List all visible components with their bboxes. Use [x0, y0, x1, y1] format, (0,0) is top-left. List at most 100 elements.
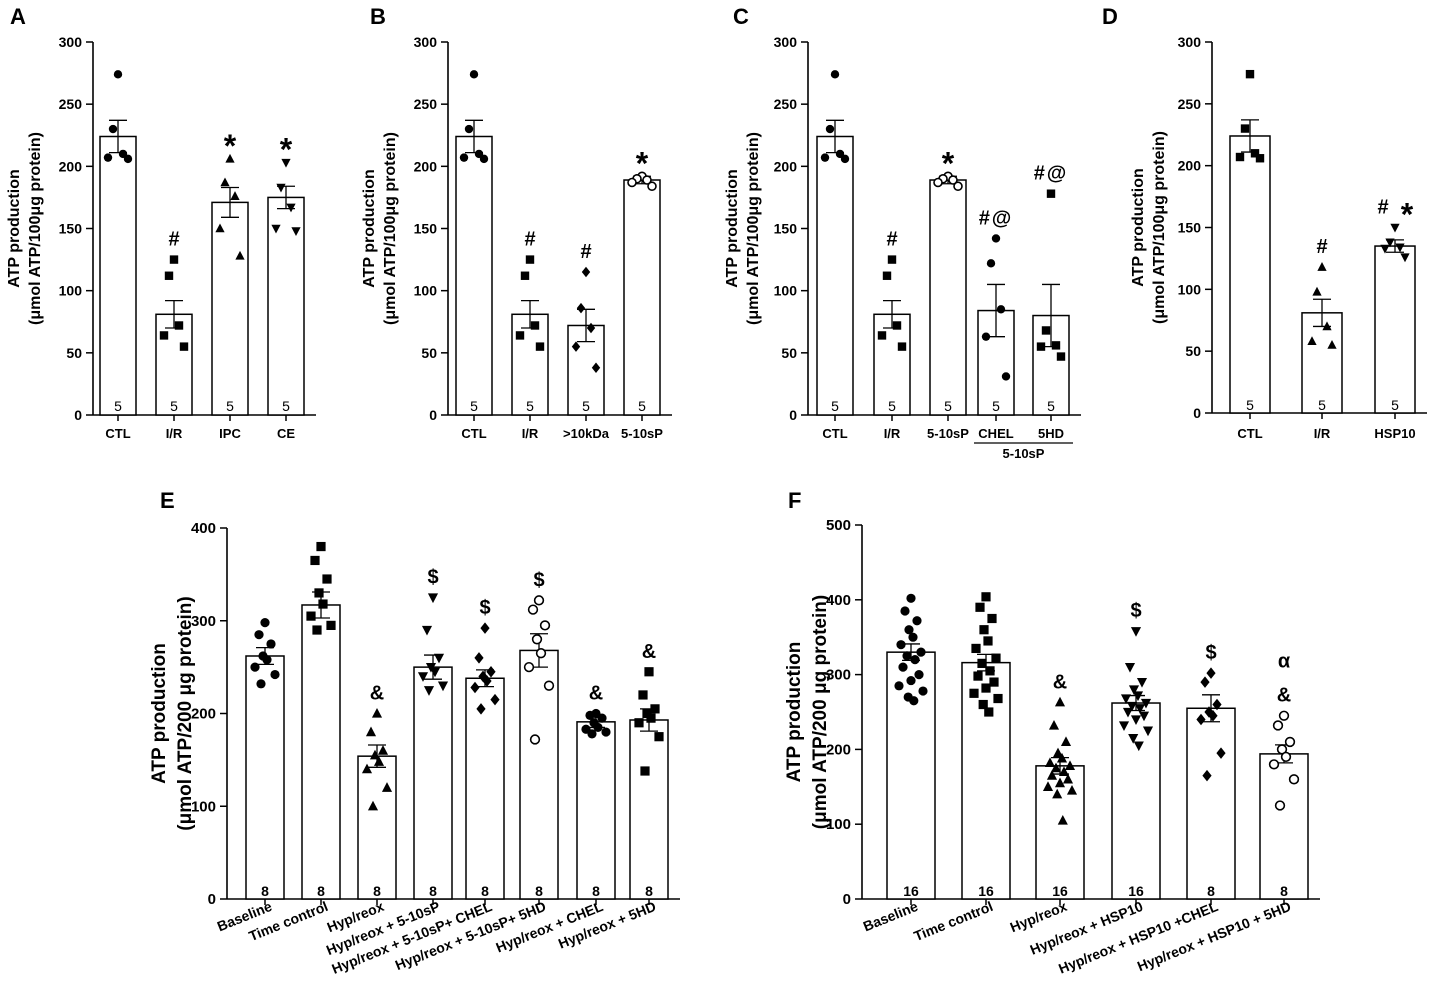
y-axis-label: (μmol ATP/100μg protein): [27, 132, 44, 325]
data-point: [480, 622, 490, 634]
y-tick-label: 0: [74, 407, 82, 423]
data-point: [314, 588, 324, 598]
data-point: [1036, 342, 1046, 351]
data-point: [281, 158, 291, 168]
data-point: [235, 250, 245, 260]
significance-mark: #: [168, 229, 179, 251]
category-label: 5HD: [1038, 426, 1064, 441]
y-axis-label: ATP production: [784, 642, 805, 783]
data-point: [1128, 685, 1140, 696]
panel-letter: B: [370, 4, 386, 29]
panel-b: B ATP production (μmol ATP/100μg protein) 0…: [361, 4, 672, 441]
data-point: [543, 680, 555, 691]
data-point: [1240, 124, 1250, 133]
data-point: [1122, 707, 1134, 718]
n-label: 5: [282, 398, 290, 414]
significance-mark: #: [1316, 236, 1327, 258]
bar: [1374, 245, 1416, 414]
y-tick-label: 200: [59, 158, 83, 174]
significance-hash-at: #@: [979, 207, 1014, 229]
n-label: 5: [944, 398, 952, 414]
data-point: [1060, 736, 1072, 747]
data-point: [539, 620, 551, 631]
data-point: [179, 342, 189, 351]
bar: [961, 661, 1011, 900]
bar: [1111, 702, 1161, 900]
data-point: [429, 667, 441, 678]
category-label: CTL: [822, 426, 847, 441]
data-point: [1048, 719, 1060, 730]
bar: [99, 135, 137, 416]
data-point: [1272, 720, 1284, 731]
data-point: [601, 727, 611, 737]
data-point: [220, 177, 230, 187]
significance-mark: #: [524, 229, 535, 251]
data-point: [535, 648, 547, 659]
data-point: [1133, 741, 1144, 752]
data-point: [530, 321, 540, 330]
data-point: [266, 639, 276, 649]
data-point: [989, 677, 999, 687]
data-point: [953, 181, 963, 192]
y-tick-label: 100: [826, 816, 851, 833]
data-point: [593, 722, 603, 733]
data-point: [969, 688, 979, 698]
y-tick-label: 50: [1185, 343, 1201, 359]
data-point: [373, 756, 385, 766]
data-point: [1064, 760, 1076, 770]
data-point: [1400, 253, 1410, 263]
data-point: [1124, 662, 1136, 673]
panel-e: E ATP production (μmol ATP/200 μg protein)…: [149, 488, 680, 977]
data-point: [103, 153, 113, 162]
data-point: [1202, 769, 1212, 782]
n-label: 8: [261, 883, 269, 899]
data-point: [650, 704, 660, 714]
y-tick-label: 250: [414, 96, 438, 112]
panel-a: A ATP production (μmol ATP/100μg protein) 0…: [6, 4, 316, 441]
y-tick-label: 200: [191, 706, 216, 723]
n-label: 5: [526, 398, 534, 414]
data-point: [916, 647, 926, 657]
data-point: [1046, 770, 1058, 780]
data-point: [270, 669, 280, 680]
y-tick-label: 200: [826, 741, 851, 758]
data-point: [230, 191, 240, 200]
data-point: [437, 681, 449, 692]
data-point: [1216, 747, 1226, 759]
data-point: [644, 667, 654, 677]
y-tick-label: 300: [826, 667, 851, 684]
data-point: [527, 604, 539, 615]
data-point: [1317, 262, 1327, 271]
data-point: [914, 670, 924, 680]
bar: [455, 135, 493, 416]
data-point: [1042, 781, 1054, 791]
data-point: [1208, 709, 1218, 722]
data-point: [260, 618, 270, 628]
data-point: [894, 681, 904, 691]
significance-star: *: [636, 145, 649, 181]
data-point: [490, 693, 500, 706]
y-tick-label: 100: [1178, 281, 1202, 297]
data-point: [1130, 627, 1142, 637]
data-point: [1130, 715, 1142, 725]
significance-mark: #: [580, 241, 591, 263]
data-point: [904, 625, 914, 635]
data-point: [918, 686, 928, 696]
n-label: 5: [582, 398, 590, 414]
significance-star: *: [280, 132, 293, 168]
data-point: [469, 70, 479, 79]
y-tick-label: 400: [826, 592, 851, 609]
category-label: I/R: [522, 426, 539, 441]
y-tick-label: 250: [59, 96, 83, 112]
data-point: [986, 259, 996, 268]
data-point: [993, 693, 1003, 704]
data-point: [1134, 704, 1146, 714]
n-label: 16: [903, 883, 919, 899]
data-point: [981, 332, 991, 341]
data-point: [975, 602, 985, 612]
y-tick-label: 50: [781, 345, 797, 361]
data-point: [1142, 726, 1154, 737]
data-point: [470, 681, 480, 694]
data-point: [1307, 336, 1317, 346]
